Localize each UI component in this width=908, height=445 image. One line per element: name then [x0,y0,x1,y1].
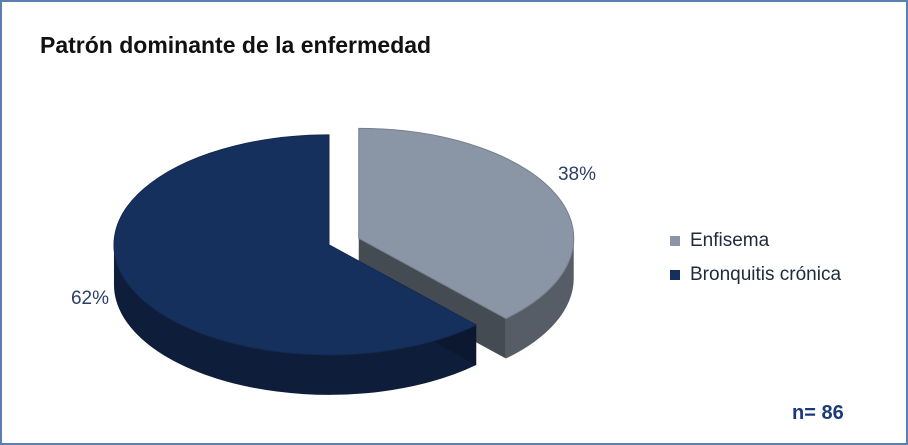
chart-title: Patrón dominante de la enfermedad [40,32,432,58]
legend-swatch-enfisema [670,236,680,246]
slice-wall-bronquitis [113,244,477,395]
legend-label-enfisema: Enfisema [690,230,770,251]
legend: Enfisema Bronquitis crónica [670,230,841,298]
pie-slice-bronquitis [113,134,478,356]
legend-label-bronquitis: Bronquitis crónica [690,264,842,285]
pie-slice-enfisema [358,127,575,320]
legend-swatch-bronquitis [670,270,680,280]
sample-size-note: n= 86 [792,402,844,424]
legend-item-bronquitis: Bronquitis crónica [670,264,841,286]
data-label-bronquitis: 62% [71,288,109,309]
legend-item-enfisema: Enfisema [670,230,841,252]
data-label-enfisema: 38% [558,164,596,185]
